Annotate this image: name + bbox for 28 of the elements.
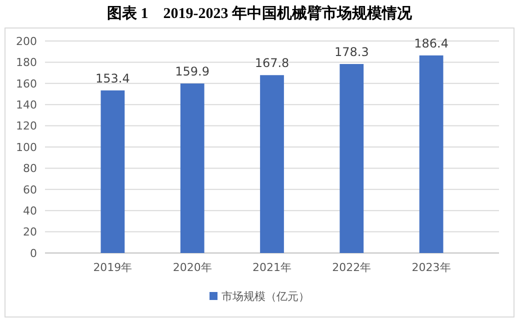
data-label: 159.9 [175, 64, 210, 79]
y-tick-label: 200 [16, 34, 37, 48]
bar [340, 64, 364, 253]
x-tick-label: 2023年 [412, 261, 451, 274]
y-tick-label: 0 [30, 246, 37, 260]
y-tick-label: 140 [16, 98, 37, 112]
bar [260, 75, 284, 253]
x-tick-label: 2020年 [172, 261, 212, 274]
y-tick-label: 80 [23, 162, 37, 176]
data-label: 178.3 [334, 45, 369, 59]
data-label: 186.4 [414, 36, 448, 50]
y-tick-label: 20 [23, 226, 37, 239]
y-tick-label: 160 [16, 77, 37, 90]
bar [180, 84, 204, 253]
y-tick-label: 120 [16, 120, 37, 133]
x-tick-label: 2022年 [332, 261, 372, 274]
y-tick-label: 100 [16, 140, 37, 154]
legend-label: 市场规模（亿元） [222, 290, 310, 303]
chart-title: 图表 1 2019-2023 年中国机械臂市场规模情况 [107, 4, 413, 22]
data-label: 167.8 [254, 56, 290, 70]
y-tick-label: 60 [23, 183, 37, 196]
data-label: 153.4 [96, 71, 130, 86]
bar [100, 90, 125, 253]
bar [419, 55, 444, 253]
y-tick-label: 40 [23, 204, 37, 218]
x-tick-label: 2021年 [252, 261, 292, 274]
x-tick-label: 2019年 [93, 261, 132, 274]
y-tick-label: 180 [16, 56, 37, 70]
